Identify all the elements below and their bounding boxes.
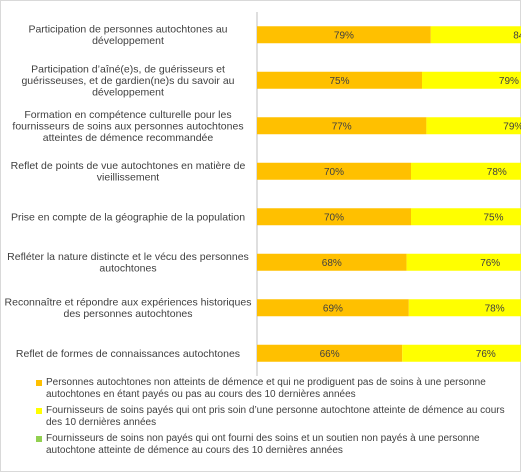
- bar-segment-series-2: [402, 344, 521, 362]
- data-label-series-2: 76%: [480, 258, 500, 269]
- data-label-series-1: 75%: [329, 76, 349, 87]
- category-label-line: des personnes autochtones: [63, 308, 192, 320]
- data-label-series-1: 77%: [332, 121, 352, 132]
- legend-swatch-series-3: [36, 436, 42, 442]
- data-label-series-2: 84%: [513, 30, 521, 41]
- category-label: Reflet de points de vue autochtones en m…: [11, 160, 246, 184]
- bar-segment-series-1: [257, 26, 431, 44]
- data-label-series-2: 79%: [499, 76, 519, 87]
- bar-segment-series-1: [257, 253, 407, 271]
- category-label-line: développement: [92, 35, 164, 47]
- bar-segment-series-1: [257, 71, 422, 89]
- bar-segment-series-2: [422, 71, 521, 89]
- category-label-line: Formation en compétence culturelle pour …: [24, 109, 231, 121]
- bar-segment-series-1: [257, 162, 411, 180]
- category-label-line: Refléter la nature distincte et le vécu …: [7, 251, 249, 263]
- data-label-series-1: 66%: [320, 349, 340, 360]
- data-label-series-2: 79%: [503, 121, 521, 132]
- legend-label-series-2: Fournisseurs de soins payés qui ont pris…: [46, 405, 505, 428]
- category-label-line: développement: [92, 86, 164, 98]
- bar-segment-series-1: [257, 344, 403, 362]
- bar-segment-series-2: [406, 253, 521, 271]
- legend-swatch-series-2: [36, 408, 42, 414]
- category-label-line: fournisseurs de soins aux personnes auto…: [12, 120, 243, 132]
- category-label-line: atteintes de démence recommandée: [43, 132, 214, 144]
- bar-segment-series-2: [411, 162, 521, 180]
- data-label-series-1: 68%: [322, 258, 342, 269]
- category-label: Formation en compétence culturelle pour …: [12, 109, 243, 144]
- bar-segment-series-1: [257, 208, 411, 226]
- bar-segment-series-2: [430, 26, 521, 44]
- category-label-line: Reflet de points de vue autochtones en m…: [11, 160, 246, 172]
- legend-swatch-series-1: [36, 380, 42, 386]
- data-label-series-1: 79%: [334, 30, 354, 41]
- bar-segment-series-1: [257, 299, 409, 317]
- category-label-line: autochtones: [99, 263, 156, 275]
- category-label-line: Reconnaître et répondre aux expériences …: [5, 297, 252, 309]
- category-label-line: vieillissement: [97, 172, 160, 184]
- data-label-series-1: 70%: [324, 212, 344, 223]
- category-label: Participation d’aîné(e)s, de guérisseurs…: [21, 63, 234, 98]
- bar-segment-series-2: [426, 117, 521, 135]
- category-label: Refléter la nature distincte et le vécu …: [7, 251, 249, 275]
- bars: [257, 26, 521, 362]
- bar-segment-series-2: [408, 299, 521, 317]
- category-label-line: guérisseuses, et de gardien(ne)s du savo…: [21, 75, 234, 87]
- data-label-series-2: 78%: [487, 167, 507, 178]
- category-label: Prise en compte de la géographie de la p…: [11, 211, 245, 223]
- legend-item-series-3: Fournisseurs de soins non payés qui ont …: [36, 433, 506, 457]
- data-label-series-2: 75%: [483, 212, 503, 223]
- category-label: Reflet de formes de connaissances autoch…: [16, 348, 240, 360]
- bar-segment-series-2: [411, 208, 521, 226]
- legend-item-series-2: Fournisseurs de soins payés qui ont pris…: [36, 405, 506, 429]
- data-label-series-2: 78%: [485, 303, 505, 314]
- legend: Personnes autochtones non atteints de dé…: [36, 377, 506, 461]
- data-labels: 79%84%82%75%79%81%77%79%75%70%78%73%70%7…: [320, 30, 521, 360]
- category-label-line: Prise en compte de la géographie de la p…: [11, 211, 245, 223]
- category-label: Reconnaître et répondre aux expériences …: [5, 297, 252, 321]
- legend-label-series-3: Fournisseurs de soins non payés qui ont …: [46, 433, 480, 456]
- category-labels: Participation de personnes autochtones a…: [5, 24, 252, 360]
- legend-item-series-1: Personnes autochtones non atteints de dé…: [36, 377, 506, 401]
- legend-label-series-1: Personnes autochtones non atteints de dé…: [46, 377, 486, 400]
- data-label-series-1: 69%: [323, 303, 343, 314]
- category-label-line: Participation d’aîné(e)s, de guérisseurs…: [31, 63, 225, 75]
- category-label: Participation de personnes autochtones a…: [28, 24, 227, 48]
- category-label-line: Reflet de formes de connaissances autoch…: [16, 348, 240, 360]
- bar-segment-series-1: [257, 117, 427, 135]
- category-label-line: Participation de personnes autochtones a…: [28, 24, 227, 36]
- data-label-series-1: 70%: [324, 167, 344, 178]
- data-label-series-2: 76%: [476, 349, 496, 360]
